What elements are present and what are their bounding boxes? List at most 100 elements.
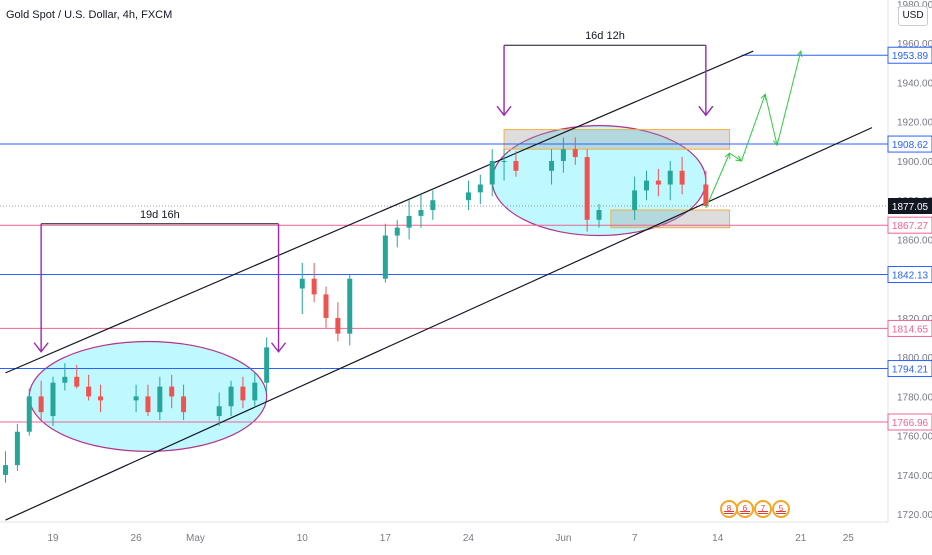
- candle-body: [560, 149, 566, 161]
- y-tick-label: 1900.00: [897, 157, 932, 168]
- candle-body: [252, 382, 258, 401]
- candle-body: [240, 386, 246, 401]
- candle-body: [216, 406, 222, 417]
- candle-body: [477, 184, 483, 193]
- candle-body: [418, 210, 424, 216]
- y-tick-label: 1940.00: [897, 78, 932, 89]
- price-tag: [887, 413, 932, 431]
- candle-body: [3, 465, 9, 475]
- projection-line: [705, 152, 731, 209]
- measure-label: 19d 16h: [140, 209, 180, 221]
- candle-body: [465, 192, 471, 201]
- candle-body: [679, 170, 685, 185]
- price-tag-label: 1867.27: [892, 221, 929, 232]
- candle-body: [62, 376, 68, 383]
- y-tick-label: 1980.00: [897, 0, 932, 11]
- candle-body: [501, 160, 507, 162]
- y-tick-label: 1920.00: [897, 118, 932, 129]
- candle-body: [157, 386, 163, 413]
- x-tick-label: May: [186, 533, 205, 544]
- candle-body: [703, 184, 709, 207]
- projection-line: [764, 94, 778, 146]
- measure-arrowhead: [270, 342, 287, 353]
- measure-arrowhead: [698, 105, 714, 117]
- candle-body: [406, 215, 412, 228]
- channel-line: [5, 50, 754, 374]
- candle-body: [97, 396, 103, 401]
- candle-body: [38, 396, 44, 413]
- price-tag-label: 1908.62: [892, 140, 929, 151]
- currency-button[interactable]: USD: [898, 6, 928, 26]
- candle-body: [644, 180, 649, 191]
- candle-body: [311, 278, 317, 295]
- y-tick-label: 1960.00: [897, 39, 932, 50]
- candle-body: [26, 396, 32, 432]
- x-tick-label: 10: [297, 533, 309, 544]
- current-price-label: 1877.05: [892, 202, 929, 213]
- candle-body: [667, 170, 673, 185]
- x-tick-label: 24: [463, 533, 475, 544]
- y-tick-label: 1780.00: [897, 392, 932, 403]
- channel-line: [5, 127, 873, 521]
- candle-body: [133, 396, 139, 401]
- candle-body: [655, 180, 661, 185]
- candle-body: [181, 396, 187, 413]
- candle-body: [430, 200, 436, 211]
- price-tag-label: 1814.65: [892, 324, 929, 335]
- candle-body: [264, 347, 270, 383]
- price-tag: [887, 360, 932, 378]
- candle-body: [169, 386, 175, 397]
- measure-arrowhead: [496, 105, 512, 117]
- candle-body: [299, 278, 305, 289]
- event-badge[interactable]: 6: [736, 500, 754, 518]
- range-box: [503, 129, 731, 150]
- candle-body: [347, 278, 353, 334]
- price-tag: [887, 319, 932, 337]
- price-tag-label: 1794.21: [892, 365, 929, 376]
- y-tick-label: 1860.00: [897, 235, 932, 246]
- candle-body: [50, 382, 56, 417]
- x-tick-label: 19: [47, 533, 59, 544]
- candle-body: [489, 160, 495, 185]
- candle-body: [382, 235, 388, 279]
- candle-body: [323, 294, 329, 318]
- candle-body: [86, 386, 92, 397]
- projection-line: [729, 152, 742, 162]
- x-tick-label: 21: [795, 533, 807, 544]
- candle-body: [335, 317, 341, 334]
- y-tick-label: 1800.00: [897, 353, 932, 364]
- candle-body: [228, 386, 234, 407]
- candle-body: [14, 431, 20, 466]
- current-price-tag: [888, 198, 932, 215]
- y-tick-label: 1760.00: [897, 432, 932, 443]
- price-tag: [887, 135, 932, 153]
- projection-line: [776, 50, 802, 146]
- candle-body: [394, 227, 400, 236]
- x-tick-label: 17: [380, 533, 392, 544]
- x-tick-label: 26: [131, 533, 143, 544]
- measure-arrowhead: [33, 342, 49, 353]
- x-tick-label: 25: [843, 533, 855, 544]
- price-tag: [887, 216, 932, 234]
- candle-body: [74, 376, 80, 387]
- chart-title: Gold Spot / U.S. Dollar, 4h, FXCM: [6, 9, 173, 21]
- price-tag-label: 1766.96: [892, 418, 929, 429]
- candle-body: [596, 210, 602, 220]
- projection-line: [740, 94, 766, 162]
- candle-body: [145, 396, 151, 413]
- y-tick-label: 1720.00: [897, 510, 932, 521]
- event-badge[interactable]: 7: [754, 500, 772, 518]
- x-tick-label: 14: [712, 533, 724, 544]
- price-tag-label: 1842.13: [892, 271, 929, 282]
- event-badge[interactable]: 5: [772, 500, 790, 518]
- measure-label: 16d 12h: [585, 30, 625, 42]
- candle-body: [513, 160, 519, 171]
- candle-body: [549, 160, 555, 171]
- candle-body: [584, 157, 590, 220]
- x-tick-label: Jun: [555, 533, 571, 544]
- price-tag-label: 1953.89: [892, 51, 929, 62]
- price-tag: [887, 46, 932, 64]
- projection-arrowhead: [796, 49, 803, 58]
